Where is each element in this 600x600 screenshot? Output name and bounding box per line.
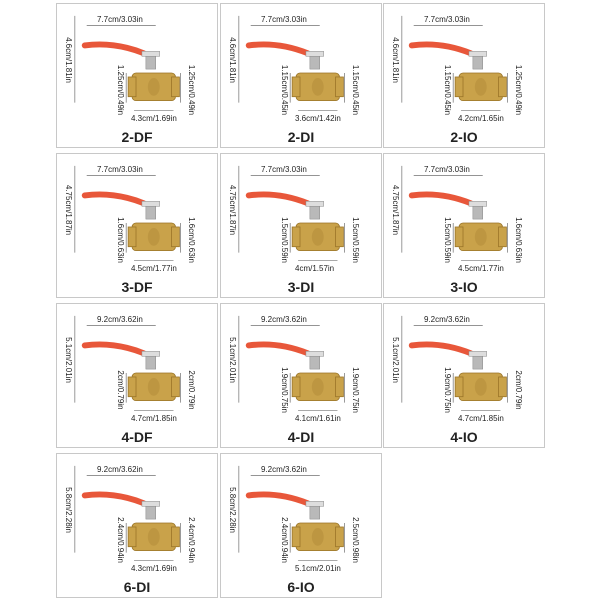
valve-panel: 7.7cm/3.03in 4.75cm/1.87in 1.5cm/0.59in … (383, 153, 545, 298)
handle-length-label: 9.2cm/3.62in (261, 315, 307, 324)
ball-valve-icon (401, 165, 508, 261)
model-code: 4-DF (121, 429, 153, 445)
ball-valve-icon (74, 315, 181, 411)
handle-length-label: 9.2cm/3.62in (424, 315, 470, 324)
outer-size-label: 1.15cm/0.45in (351, 64, 360, 116)
handle-length-label: 7.7cm/3.03in (97, 165, 143, 174)
height-label: 4.6cm/1.81in (228, 37, 237, 83)
body-length-label: 4.5cm/1.77in (131, 264, 177, 273)
body-length-label: 4.5cm/1.77in (458, 264, 504, 273)
model-code: 6-IO (287, 579, 315, 595)
valve-panel: 7.7cm/3.03in 4.75cm/1.87in 1.5cm/0.59in … (220, 153, 382, 298)
body-length-label: 4.1cm/1.61in (295, 414, 341, 423)
inner-size-label: 1.15cm/0.45in (280, 64, 289, 116)
handle-length-label: 7.7cm/3.03in (261, 165, 307, 174)
valve-panel: 9.2cm/3.62in 5.8cm/2.28in 2.4cm/0.94in 2… (220, 453, 382, 598)
handle-length-label: 9.2cm/3.62in (97, 465, 143, 474)
handle-length-label: 7.7cm/3.03in (424, 15, 470, 24)
handle-length-label: 7.7cm/3.03in (97, 15, 143, 24)
valve-panel: 9.2cm/3.62in 5.1cm/2.01in 1.9cm/0.75in 2… (383, 303, 545, 448)
inner-size-label: 1.5cm/0.59in (280, 217, 289, 263)
inner-size-label: 1.25cm/0.49in (116, 64, 125, 116)
ball-valve-icon (238, 165, 345, 261)
body-length-label: 4.3cm/1.69in (131, 564, 177, 573)
outer-size-label: 2.4cm/0.94in (187, 517, 196, 563)
outer-size-label: 2cm/0.79in (187, 370, 196, 410)
body-length-label: 5.1cm/2.01in (295, 564, 341, 573)
body-length-label: 4.2cm/1.65in (458, 114, 504, 123)
model-code: 2-DF (121, 129, 153, 145)
body-length-label: 4.3cm/1.69in (131, 114, 177, 123)
height-label: 4.75cm/1.87in (391, 184, 400, 236)
ball-valve-icon (74, 15, 181, 111)
model-code: 6-DI (123, 579, 151, 595)
model-code: 2-DI (287, 129, 315, 145)
outer-size-label: 2.5cm/0.98in (351, 517, 360, 563)
valve-panel: 7.7cm/3.03in 4.6cm/1.81in 1.15cm/0.45in … (220, 3, 382, 148)
valve-panel: 9.2cm/3.62in 5.1cm/2.01in 2cm/0.79in 2cm… (56, 303, 218, 448)
handle-length-label: 9.2cm/3.62in (97, 315, 143, 324)
outer-size-label: 1.25cm/0.49in (187, 64, 196, 116)
inner-size-label: 1.9cm/0.75in (443, 367, 452, 413)
inner-size-label: 1.9cm/0.75in (280, 367, 289, 413)
valve-panel: 9.2cm/3.62in 5.1cm/2.01in 1.9cm/0.75in 1… (220, 303, 382, 448)
height-label: 4.6cm/1.81in (64, 37, 73, 83)
handle-length-label: 7.7cm/3.03in (261, 15, 307, 24)
ball-valve-icon (74, 165, 181, 261)
handle-length-label: 9.2cm/3.62in (261, 465, 307, 474)
height-label: 5.1cm/2.01in (391, 337, 400, 383)
height-label: 5.8cm/2.28in (64, 487, 73, 533)
inner-size-label: 2.4cm/0.94in (116, 517, 125, 563)
outer-size-label: 2cm/0.79in (514, 370, 523, 410)
outer-size-label: 1.25cm/0.49in (514, 64, 523, 116)
outer-size-label: 1.6cm/0.63in (514, 217, 523, 263)
outer-size-label: 1.6cm/0.63in (187, 217, 196, 263)
height-label: 4.75cm/1.87in (64, 184, 73, 236)
height-label: 5.8cm/2.28in (228, 487, 237, 533)
inner-size-label: 1.5cm/0.59in (443, 217, 452, 263)
height-label: 5.1cm/2.01in (228, 337, 237, 383)
body-length-label: 4.7cm/1.85in (131, 414, 177, 423)
model-code: 3-DF (121, 279, 153, 295)
ball-valve-icon (401, 315, 508, 411)
outer-size-label: 1.9cm/0.75in (351, 367, 360, 413)
height-label: 4.6cm/1.81in (391, 37, 400, 83)
model-code: 3-DI (287, 279, 315, 295)
valve-panel: 7.7cm/3.03in 4.6cm/1.81in 1.25cm/0.49in … (56, 3, 218, 148)
ball-valve-icon (238, 15, 345, 111)
valve-panel: 7.7cm/3.03in 4.75cm/1.87in 1.6cm/0.63in … (56, 153, 218, 298)
body-length-label: 4.7cm/1.85in (458, 414, 504, 423)
height-label: 5.1cm/2.01in (64, 337, 73, 383)
inner-size-label: 2.4cm/0.94in (280, 517, 289, 563)
model-code: 4-IO (450, 429, 478, 445)
outer-size-label: 1.5cm/0.59in (351, 217, 360, 263)
ball-valve-icon (74, 465, 181, 561)
model-code: 2-IO (450, 129, 478, 145)
height-label: 4.75cm/1.87in (228, 184, 237, 236)
valve-panel: 9.2cm/3.62in 5.8cm/2.28in 2.4cm/0.94in 2… (56, 453, 218, 598)
body-length-label: 3.6cm/1.42in (295, 114, 341, 123)
ball-valve-icon (401, 15, 508, 111)
inner-size-label: 1.6cm/0.63in (116, 217, 125, 263)
handle-length-label: 7.7cm/3.03in (424, 165, 470, 174)
model-code: 3-IO (450, 279, 478, 295)
model-code: 4-DI (287, 429, 315, 445)
ball-valve-icon (238, 465, 345, 561)
inner-size-label: 2cm/0.79in (116, 370, 125, 410)
body-length-label: 4cm/1.57in (295, 264, 335, 273)
ball-valve-icon (238, 315, 345, 411)
inner-size-label: 1.15cm/0.45in (443, 64, 452, 116)
valve-panel: 7.7cm/3.03in 4.6cm/1.81in 1.15cm/0.45in … (383, 3, 545, 148)
